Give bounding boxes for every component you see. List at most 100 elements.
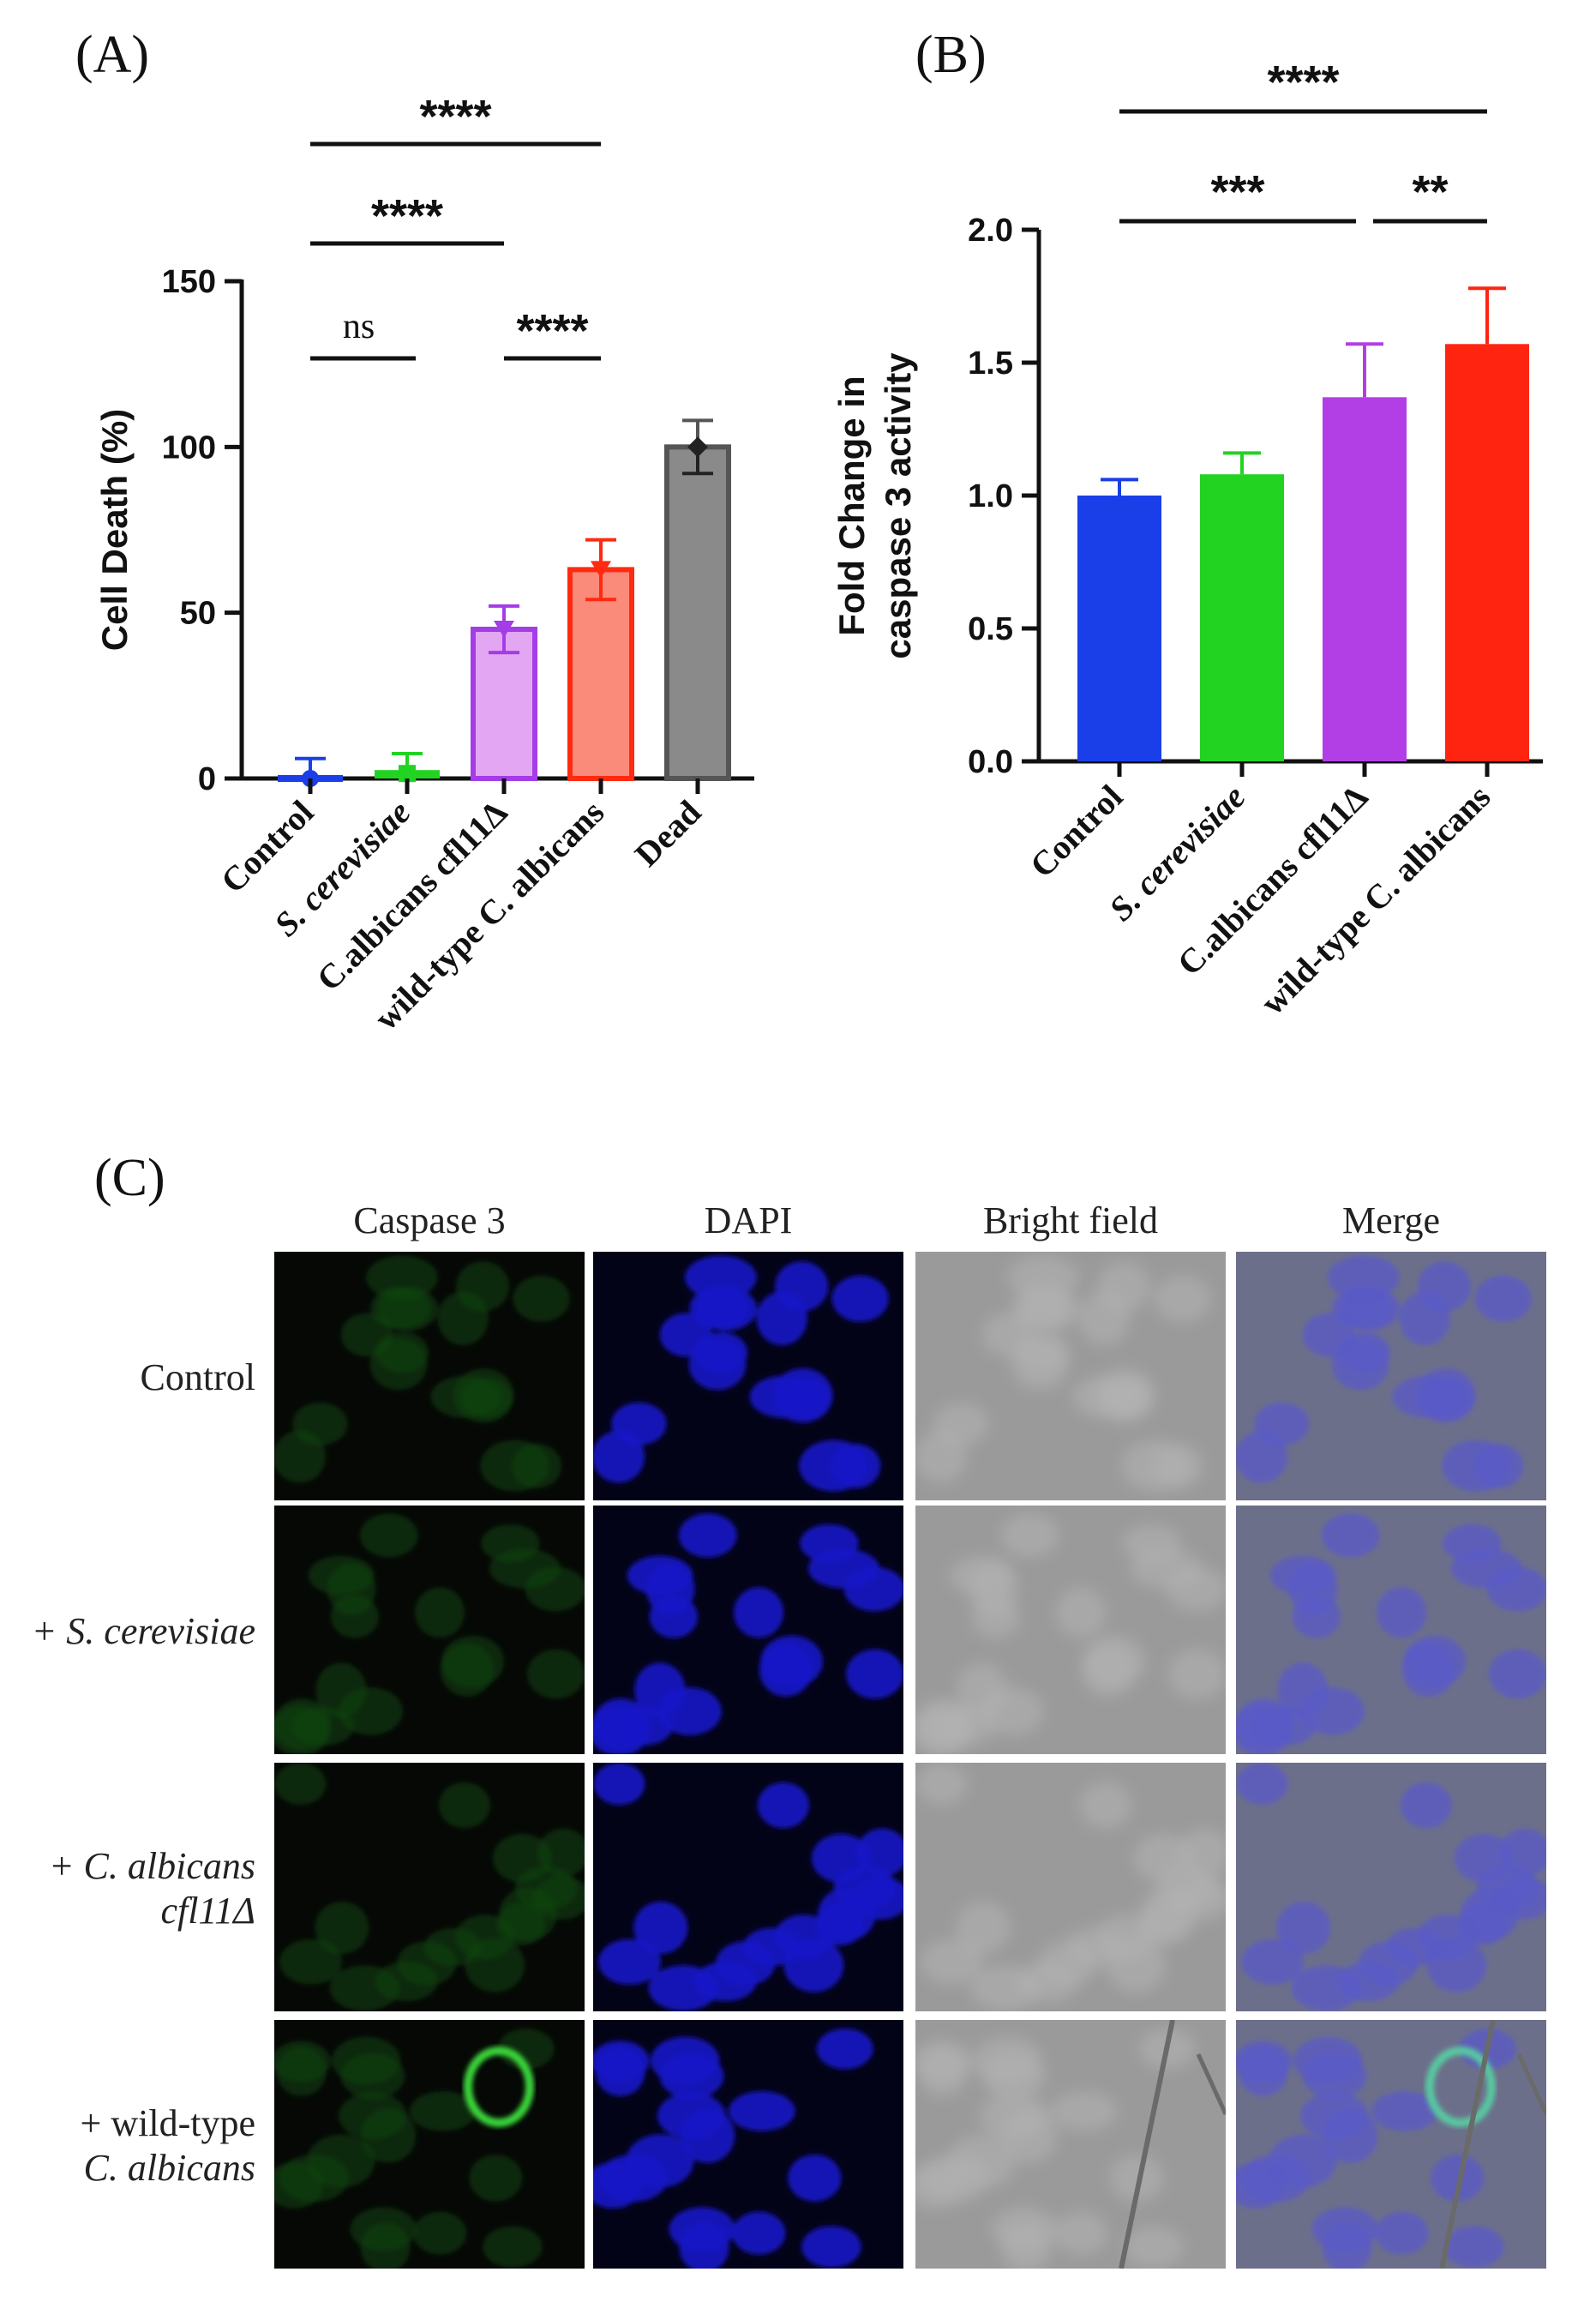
cell-nucleus: [1054, 2211, 1108, 2255]
cell-nuclei: [593, 1513, 903, 1754]
cell-nucleus: [537, 1828, 585, 1877]
significance-label: ***: [1210, 166, 1264, 218]
significance-label: **: [1412, 166, 1448, 218]
cell-nucleus: [1288, 1563, 1338, 1615]
cell-nucleus: [1375, 2211, 1429, 2255]
significance-label: ****: [1267, 57, 1339, 108]
cell-nucleus: [757, 1782, 809, 1829]
cell-nuclei: [593, 1763, 903, 2011]
cell-nucleus: [595, 2047, 645, 2096]
cell-nucleus: [438, 1782, 490, 1829]
cell-nucleus: [1418, 1261, 1472, 1312]
cell-nucleus: [1154, 1275, 1211, 1322]
y-tick-label: 0.0: [968, 744, 1013, 780]
cell-nucleus: [1240, 2155, 1311, 2203]
cell-nucleus: [483, 2226, 543, 2269]
cell-nucleus: [920, 2155, 991, 2203]
cell-nuclei: [274, 2028, 555, 2269]
cell-nucleus: [1403, 1635, 1467, 1688]
cell-nuclei: [274, 1255, 570, 1492]
cell-nucleus: [657, 1687, 723, 1735]
micrograph-image: [915, 1252, 1226, 1500]
cell-nucleus: [669, 2207, 735, 2251]
cell-nucleus: [1300, 1687, 1365, 1735]
cell-nucleus: [1095, 1367, 1155, 1423]
cell-nucleus: [1323, 2108, 1378, 2163]
cell-nucleus: [340, 1313, 393, 1357]
significance-label: ****: [516, 305, 588, 357]
data-point: [591, 561, 611, 579]
bar: [664, 444, 731, 781]
cell-nucleus: [1122, 1524, 1181, 1562]
cell-nucleus: [1168, 1649, 1226, 1699]
cell-nucleus: [659, 1313, 712, 1357]
bar: [1200, 474, 1284, 761]
cell-nucleus: [365, 1255, 438, 1300]
x-category-label: wild-type C. albicans: [1253, 778, 1498, 1023]
column-header: Caspase 3: [353, 1199, 505, 1241]
cell-nuclei: [915, 2028, 1196, 2269]
y-axis-title-line: Fold Change in: [831, 376, 872, 635]
cell-nucleus: [831, 1275, 889, 1322]
cell-nucleus: [1499, 1828, 1546, 1877]
cell-nucleus: [1253, 1707, 1316, 1746]
cell-nucleus: [593, 1430, 645, 1483]
y-axis-title-line: caspase 3 activity: [878, 352, 918, 659]
y-tick-label: 1.5: [968, 346, 1013, 382]
cell-nucleus: [1179, 1828, 1226, 1877]
micrograph-image: [274, 1252, 585, 1500]
micrograph-content: [915, 2020, 1226, 2269]
micrograph-content: [274, 2020, 585, 2269]
cell-nucleus: [833, 1866, 897, 1910]
micrograph-image: [1236, 1506, 1546, 1754]
cell-nucleus: [1431, 2155, 1485, 2202]
hypha: [1196, 2053, 1226, 2116]
cell-nucleus: [1121, 1440, 1191, 1492]
y-tick-label: 1.0: [968, 478, 1013, 514]
cell-nucleus: [1311, 2207, 1378, 2251]
cell-nucleus: [1056, 1587, 1107, 1638]
cell-nucleus: [1006, 1255, 1079, 1300]
cell-nuclei: [1236, 1255, 1532, 1492]
cell-nucleus: [276, 2047, 327, 2096]
cell-nucleus: [980, 1687, 1045, 1735]
apoptotic-cell: [1425, 2047, 1496, 2127]
cell-nucleus: [732, 2211, 786, 2255]
bar: [567, 567, 634, 782]
cell-nucleus: [441, 1635, 505, 1688]
micrograph-image: [593, 1763, 903, 2011]
cell-nucleus: [678, 1513, 737, 1558]
cell-nucleus: [1489, 1649, 1546, 1699]
cell-nucleus: [956, 1901, 1011, 1955]
microscopy-grid: Caspase 3 DAPI Bright field Merge Control + S…: [32, 1199, 1546, 2269]
row-header: + C. albicans: [49, 1845, 255, 1887]
x-category-label: Control: [1023, 778, 1131, 886]
row-header: cfl11Δ: [160, 1890, 255, 1932]
micrograph-image: [915, 1506, 1226, 1754]
y-axis-title: Cell Death (%): [94, 409, 135, 651]
cell-nucleus: [327, 1563, 376, 1615]
hypha: [1516, 2053, 1546, 2116]
cell-nuclei: [1236, 1513, 1546, 1754]
cell-nucleus: [481, 1524, 540, 1562]
micrograph-image: [274, 1506, 585, 1754]
micrograph-image: [915, 1763, 1226, 2011]
cell-nucleus: [279, 1938, 343, 1985]
column-header: Merge: [1342, 1199, 1440, 1241]
micrograph-image: [1236, 1252, 1546, 1500]
chart-b-caspase-activity: 0.0 0.5 1.0 1.5 2.0 Fold Change in caspase 3 a…: [831, 57, 1543, 1022]
row-header: + wild-type: [81, 2102, 255, 2144]
micrograph-content: [1236, 1763, 1546, 2011]
y-tick-label: 100: [162, 430, 216, 466]
cell-nucleus: [1293, 2036, 1363, 2085]
cell-nucleus: [917, 2047, 968, 2096]
micrograph-image: [593, 1252, 903, 1500]
cell-nucleus: [1276, 1901, 1331, 1955]
cell-nucleus: [610, 1707, 673, 1746]
cell-nucleus: [734, 1587, 784, 1638]
y-tick-label: 0.5: [968, 611, 1013, 647]
data-point: [399, 765, 416, 783]
cell-nucleus: [1236, 1430, 1288, 1483]
cell-nucleus: [527, 1649, 585, 1699]
